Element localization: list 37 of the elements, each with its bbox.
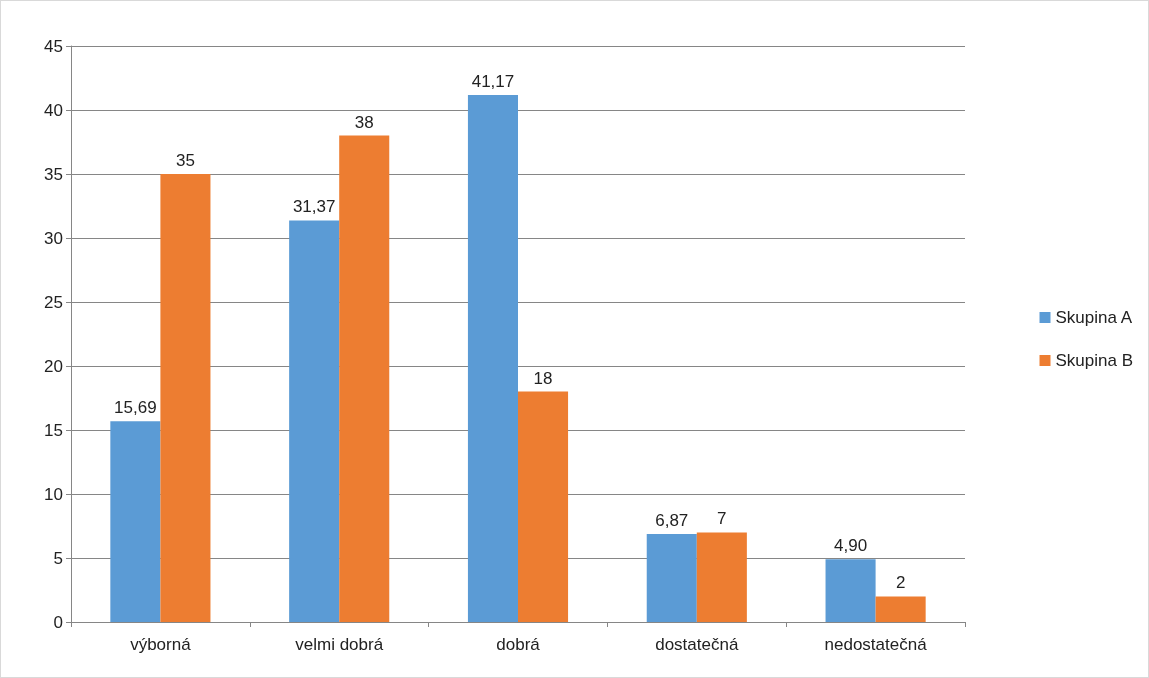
bar <box>110 421 161 622</box>
x-tick-label: velmi dobrá <box>295 635 384 654</box>
data-label: 2 <box>895 573 906 593</box>
y-tick-label: 15 <box>44 420 63 440</box>
data-label: 6,87 <box>655 511 689 531</box>
y-tick-label: 20 <box>44 356 63 376</box>
bar <box>467 95 518 622</box>
data-label: 31,37 <box>292 197 336 217</box>
x-tick-label: dostatečná <box>655 635 739 654</box>
y-tick-label: 35 <box>44 164 63 184</box>
legend-label: Skupina B <box>1055 351 1133 370</box>
data-label: 41,17 <box>471 72 515 92</box>
y-tick-label: 30 <box>44 228 63 248</box>
bar <box>339 135 390 622</box>
data-label: 38 <box>354 112 374 132</box>
legend-label: Skupina A <box>1055 308 1133 327</box>
y-tick-label: 0 <box>53 612 63 632</box>
data-label: 4,90 <box>834 536 868 556</box>
bar <box>696 532 747 622</box>
data-label: 35 <box>175 151 195 170</box>
x-tick-label: výborná <box>130 635 192 654</box>
data-label: 15,69 <box>114 398 157 418</box>
data-label: 18 <box>533 368 553 388</box>
x-tick-label: nedostatečná <box>824 635 928 654</box>
data-label: 7 <box>717 509 727 529</box>
y-tick-label: 40 <box>44 100 63 120</box>
bar <box>289 220 340 622</box>
y-tick-label: 10 <box>44 484 63 504</box>
bar <box>875 596 926 622</box>
y-tick-label: 45 <box>44 36 63 56</box>
x-tick-label: dobrá <box>496 635 541 654</box>
bar <box>825 559 876 622</box>
bar <box>518 391 569 622</box>
bar <box>646 534 697 622</box>
bar <box>160 174 211 622</box>
y-tick-label: 25 <box>44 292 63 312</box>
y-tick-label: 5 <box>53 548 63 568</box>
